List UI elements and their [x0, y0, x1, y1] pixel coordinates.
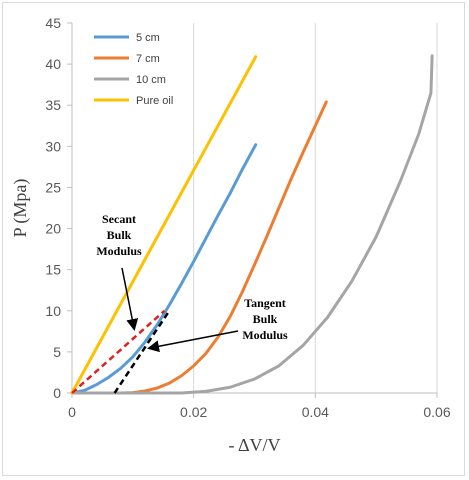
y-tick-label: 10 [45, 303, 61, 319]
legend-label: 10 cm [136, 74, 166, 86]
legend-label: 7 cm [136, 53, 160, 65]
series-layer [70, 54, 434, 395]
secant-reference-line [71, 309, 166, 394]
y-axis-title: P (Mpa) [10, 179, 31, 238]
series-line-10-cm [70, 54, 434, 395]
y-tick-label: 25 [45, 179, 61, 195]
series-line-pure-oil [70, 55, 258, 395]
x-tick-label: 0.02 [180, 404, 207, 420]
series-line-7-cm [70, 100, 328, 395]
reference-lines [71, 309, 171, 394]
legend: 5 cm 7 cm 10 cm Pure oil [94, 32, 173, 107]
y-tick-label: 30 [45, 138, 61, 154]
y-tick-label: 5 [53, 344, 61, 360]
annotation-arrow [121, 267, 139, 331]
annotations: Secant Bulk Modulus Tangent Bulk Modulus [96, 212, 288, 353]
y-tick-label: 20 [45, 221, 61, 237]
y-tick-label: 0 [53, 385, 61, 401]
x-axis-title: - ΔV/V [228, 435, 280, 455]
tangent-reference-line [113, 310, 171, 394]
y-tick-label: 45 [45, 15, 61, 31]
annotation-text: Modulus [96, 244, 142, 258]
series-line-5-cm [70, 143, 258, 395]
annotation-arrow [147, 330, 239, 353]
x-tick-label: 0 [68, 404, 76, 420]
annotation-text: Bulk [107, 228, 132, 242]
x-tick-label: 0.04 [302, 404, 329, 420]
legend-label: 5 cm [136, 32, 160, 44]
y-tick-label: 15 [45, 262, 61, 278]
y-tick-label: 40 [45, 56, 61, 72]
legend-label: Pure oil [136, 95, 173, 107]
annotation-text: Tangent [244, 296, 286, 310]
grid-lines [193, 23, 438, 393]
x-tick-label: 0.06 [423, 404, 450, 420]
annotation-text: Modulus [242, 328, 288, 342]
annotation-text: Bulk [253, 312, 278, 326]
annotation-text: Secant [102, 212, 136, 226]
axes: 0 5 10 15 20 25 30 35 40 45 0 0.02 0.04 0.06 [45, 15, 450, 420]
chart-frame [2, 2, 465, 476]
y-tick-label: 35 [45, 97, 61, 113]
